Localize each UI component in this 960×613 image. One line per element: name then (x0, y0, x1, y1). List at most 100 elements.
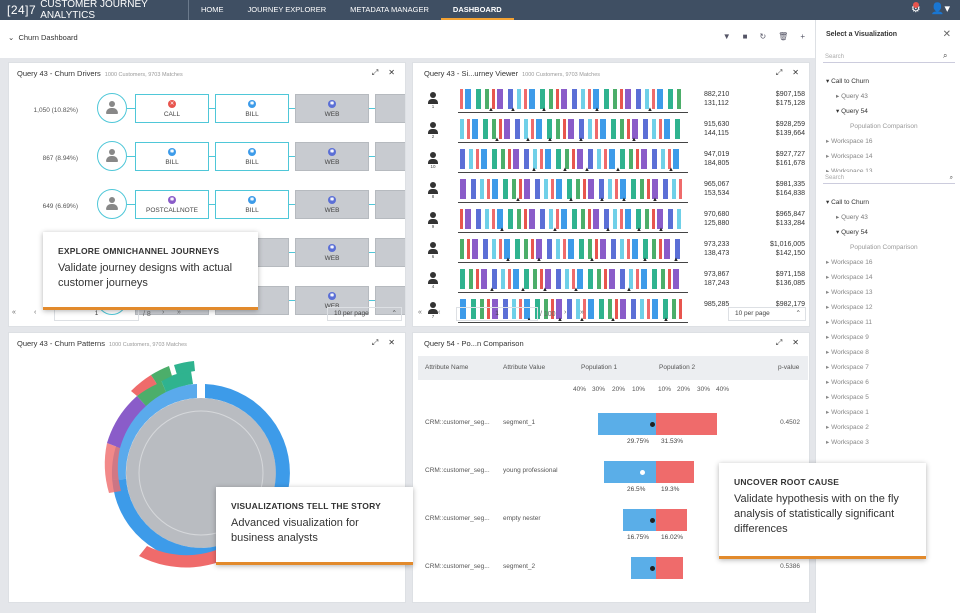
first-page-icon[interactable]: « (418, 309, 422, 316)
journey-event-bar[interactable] (611, 239, 616, 259)
journey-event-bar[interactable] (576, 299, 580, 319)
journey-event-bar[interactable] (581, 209, 585, 229)
journey-event-bar[interactable] (524, 179, 530, 199)
journey-event-bar[interactable] (563, 119, 566, 139)
journey-event-bar[interactable] (613, 209, 617, 229)
journey-event-bar[interactable] (620, 209, 623, 229)
col-p-value[interactable]: p-value (778, 364, 800, 371)
journey-event-bar[interactable] (613, 89, 617, 109)
next-page-icon[interactable]: › (564, 309, 567, 316)
journey-event-bar[interactable] (536, 119, 542, 139)
journey-event-bar[interactable] (677, 89, 681, 109)
journey-event-bar[interactable] (632, 119, 638, 139)
journey-event-bar[interactable] (595, 119, 598, 139)
tree-item[interactable]: ▸ Workspace 16 (826, 255, 918, 270)
journey-event-bar[interactable] (561, 89, 567, 109)
journey-event-bar[interactable] (556, 179, 562, 199)
tree-item[interactable]: ▸ Workspace 14 (826, 270, 918, 285)
journey-event-bar[interactable] (664, 119, 670, 139)
journey-row[interactable]: 10 ▲ ▲ ▲ ▲ ▲ 947,019 184,805 $927,727 $161,678 (418, 149, 809, 176)
tree-item[interactable]: ▸ Workspace 7 (826, 360, 918, 375)
journey-event-bar[interactable] (588, 299, 594, 319)
journey-event-bar[interactable] (631, 179, 636, 199)
journey-event-bar[interactable] (501, 149, 505, 169)
journey-event-bar[interactable] (544, 179, 548, 199)
journey-event-bar[interactable] (625, 89, 631, 109)
journey-event-bar[interactable] (593, 89, 599, 109)
journey-event-bar[interactable] (659, 239, 662, 259)
journey-event-bar[interactable] (499, 239, 502, 259)
journey-event-bar[interactable] (556, 209, 559, 229)
journey-event-bar[interactable] (556, 149, 561, 169)
journey-event-bar[interactable] (508, 149, 511, 169)
journey-event-bar[interactable] (636, 89, 641, 109)
journey-row[interactable]: 6 ▲ ▲ ▲ ▲ ▲ 973,233 138,473 $1,016,005 $142,150 (418, 239, 809, 266)
journey-event-bar[interactable] (604, 209, 609, 229)
journey-event-bar[interactable] (620, 239, 624, 259)
population-2-bar[interactable] (656, 413, 718, 435)
next-page-icon[interactable]: › (162, 309, 165, 316)
journey-event-bar[interactable] (679, 299, 682, 319)
journey-event-bar[interactable] (519, 299, 522, 319)
journey-event-bar[interactable] (476, 209, 481, 229)
journey-event-bar[interactable] (604, 149, 607, 169)
customer-avatar[interactable]: 4 (418, 272, 448, 289)
journey-event-bar[interactable] (524, 209, 527, 229)
journey-step[interactable]: ✱ WEB (295, 190, 369, 219)
journey-event-bar[interactable] (664, 239, 670, 259)
journey-event-bar[interactable] (460, 179, 466, 199)
journey-event-bar[interactable] (529, 89, 535, 109)
driver-row[interactable]: 867 (8.94%) ✱ BILL ✱ BILL ✱ WEB ✱C (18, 141, 405, 179)
journey-event-bar[interactable] (608, 179, 612, 199)
journey-event-bar[interactable] (588, 179, 594, 199)
comparison-row[interactable]: CRM::customer_seg... young professional 26… (418, 451, 808, 499)
journey-event-bar[interactable] (668, 269, 671, 289)
journey-event-bar[interactable] (551, 179, 554, 199)
journey-step[interactable]: ✱ BILL (135, 142, 209, 171)
journey-event-bar[interactable] (492, 299, 498, 319)
driver-row[interactable]: 1,050 (10.82%) ✕ CALL ✱ BILL ✱ WEB ✱C (18, 93, 405, 131)
journey-event-bar[interactable] (480, 299, 484, 319)
journey-event-bar[interactable] (460, 239, 464, 259)
journey-event-bar[interactable] (636, 209, 641, 229)
tree-item[interactable]: ▸ Query 43 (826, 210, 918, 225)
journey-event-bar[interactable] (657, 209, 663, 229)
journey-event-bar[interactable] (476, 269, 479, 289)
journey-event-bar[interactable] (460, 89, 463, 109)
journey-timeline[interactable]: ▲ ▲ ▲ ▲ ▲ (458, 209, 688, 233)
journey-event-bar[interactable] (608, 299, 612, 319)
nav-metadata-manager[interactable]: METADATA MANAGER (350, 5, 429, 14)
journey-event-bar[interactable] (632, 239, 638, 259)
col-attribute-name[interactable]: Attribute Name (425, 364, 469, 371)
journey-event-bar[interactable] (643, 239, 648, 259)
journey-step[interactable]: ✱ BILL (215, 190, 289, 219)
journey-event-bar[interactable] (485, 89, 489, 109)
journey-event-bar[interactable] (540, 209, 545, 229)
journey-timeline[interactable]: ▲ ▲ ▲ ▲ ▲ (458, 179, 688, 203)
journey-step[interactable]: ✱ WEB (295, 142, 369, 171)
journey-event-bar[interactable] (497, 89, 503, 109)
journey-step[interactable]: ✱C (375, 142, 405, 171)
journey-event-bar[interactable] (572, 209, 577, 229)
journey-event-bar[interactable] (513, 149, 519, 169)
sidebar-search-input-2[interactable]: Search ⌕ (823, 172, 955, 184)
journey-event-bar[interactable] (652, 239, 656, 259)
customer-avatar[interactable] (97, 93, 127, 123)
journey-event-bar[interactable] (472, 239, 478, 259)
nav-dashboard[interactable]: DASHBOARD (440, 0, 514, 20)
journey-event-bar[interactable] (620, 179, 626, 199)
journey-step[interactable]: ✱ POSTCALLNOTE (135, 190, 209, 219)
journey-event-bar[interactable] (588, 89, 591, 109)
first-page-icon[interactable]: « (12, 309, 16, 316)
journey-event-bar[interactable] (535, 179, 540, 199)
population-1-bar[interactable] (604, 461, 656, 483)
population-2-bar[interactable] (656, 557, 684, 579)
page-input[interactable]: 1 (456, 307, 538, 321)
journey-event-bar[interactable] (625, 209, 631, 229)
per-page-select[interactable]: 10 per page ⌃ (728, 307, 806, 321)
journey-event-bar[interactable] (501, 269, 505, 289)
journey-event-bar[interactable] (549, 209, 553, 229)
journey-event-bar[interactable] (627, 119, 630, 139)
customer-avatar[interactable] (97, 189, 127, 219)
nav-home[interactable]: HOME (201, 5, 224, 14)
